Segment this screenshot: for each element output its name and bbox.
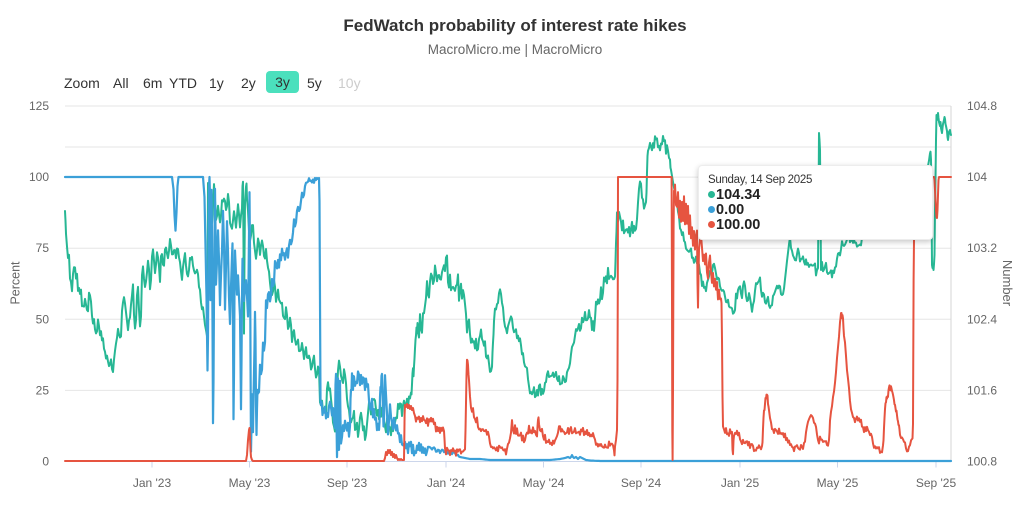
svg-text:Sep '25: Sep '25 [916, 476, 957, 490]
svg-text:Sep '23: Sep '23 [327, 476, 368, 490]
svg-text:Number: Number [1000, 260, 1015, 307]
svg-text:75: 75 [36, 241, 50, 255]
svg-text:25: 25 [36, 383, 50, 397]
svg-text:Sep '24: Sep '24 [621, 476, 662, 490]
svg-text:50: 50 [36, 312, 50, 326]
svg-text:Percent: Percent [9, 261, 23, 305]
svg-text:Jan '24: Jan '24 [427, 476, 466, 490]
svg-text:May '23: May '23 [229, 476, 271, 490]
svg-text:103.2: 103.2 [967, 241, 997, 255]
svg-text:Jan '23: Jan '23 [133, 476, 172, 490]
svg-text:125: 125 [29, 99, 49, 113]
svg-text:Jan '25: Jan '25 [721, 476, 760, 490]
svg-text:100.8: 100.8 [967, 455, 997, 469]
svg-text:104.8: 104.8 [967, 99, 997, 113]
svg-text:100: 100 [29, 170, 49, 184]
svg-text:102.4: 102.4 [967, 312, 997, 326]
svg-text:May '25: May '25 [817, 476, 859, 490]
svg-text:104: 104 [967, 170, 987, 184]
svg-text:May '24: May '24 [523, 476, 565, 490]
svg-text:0: 0 [42, 455, 49, 469]
svg-text:101.6: 101.6 [967, 383, 997, 397]
